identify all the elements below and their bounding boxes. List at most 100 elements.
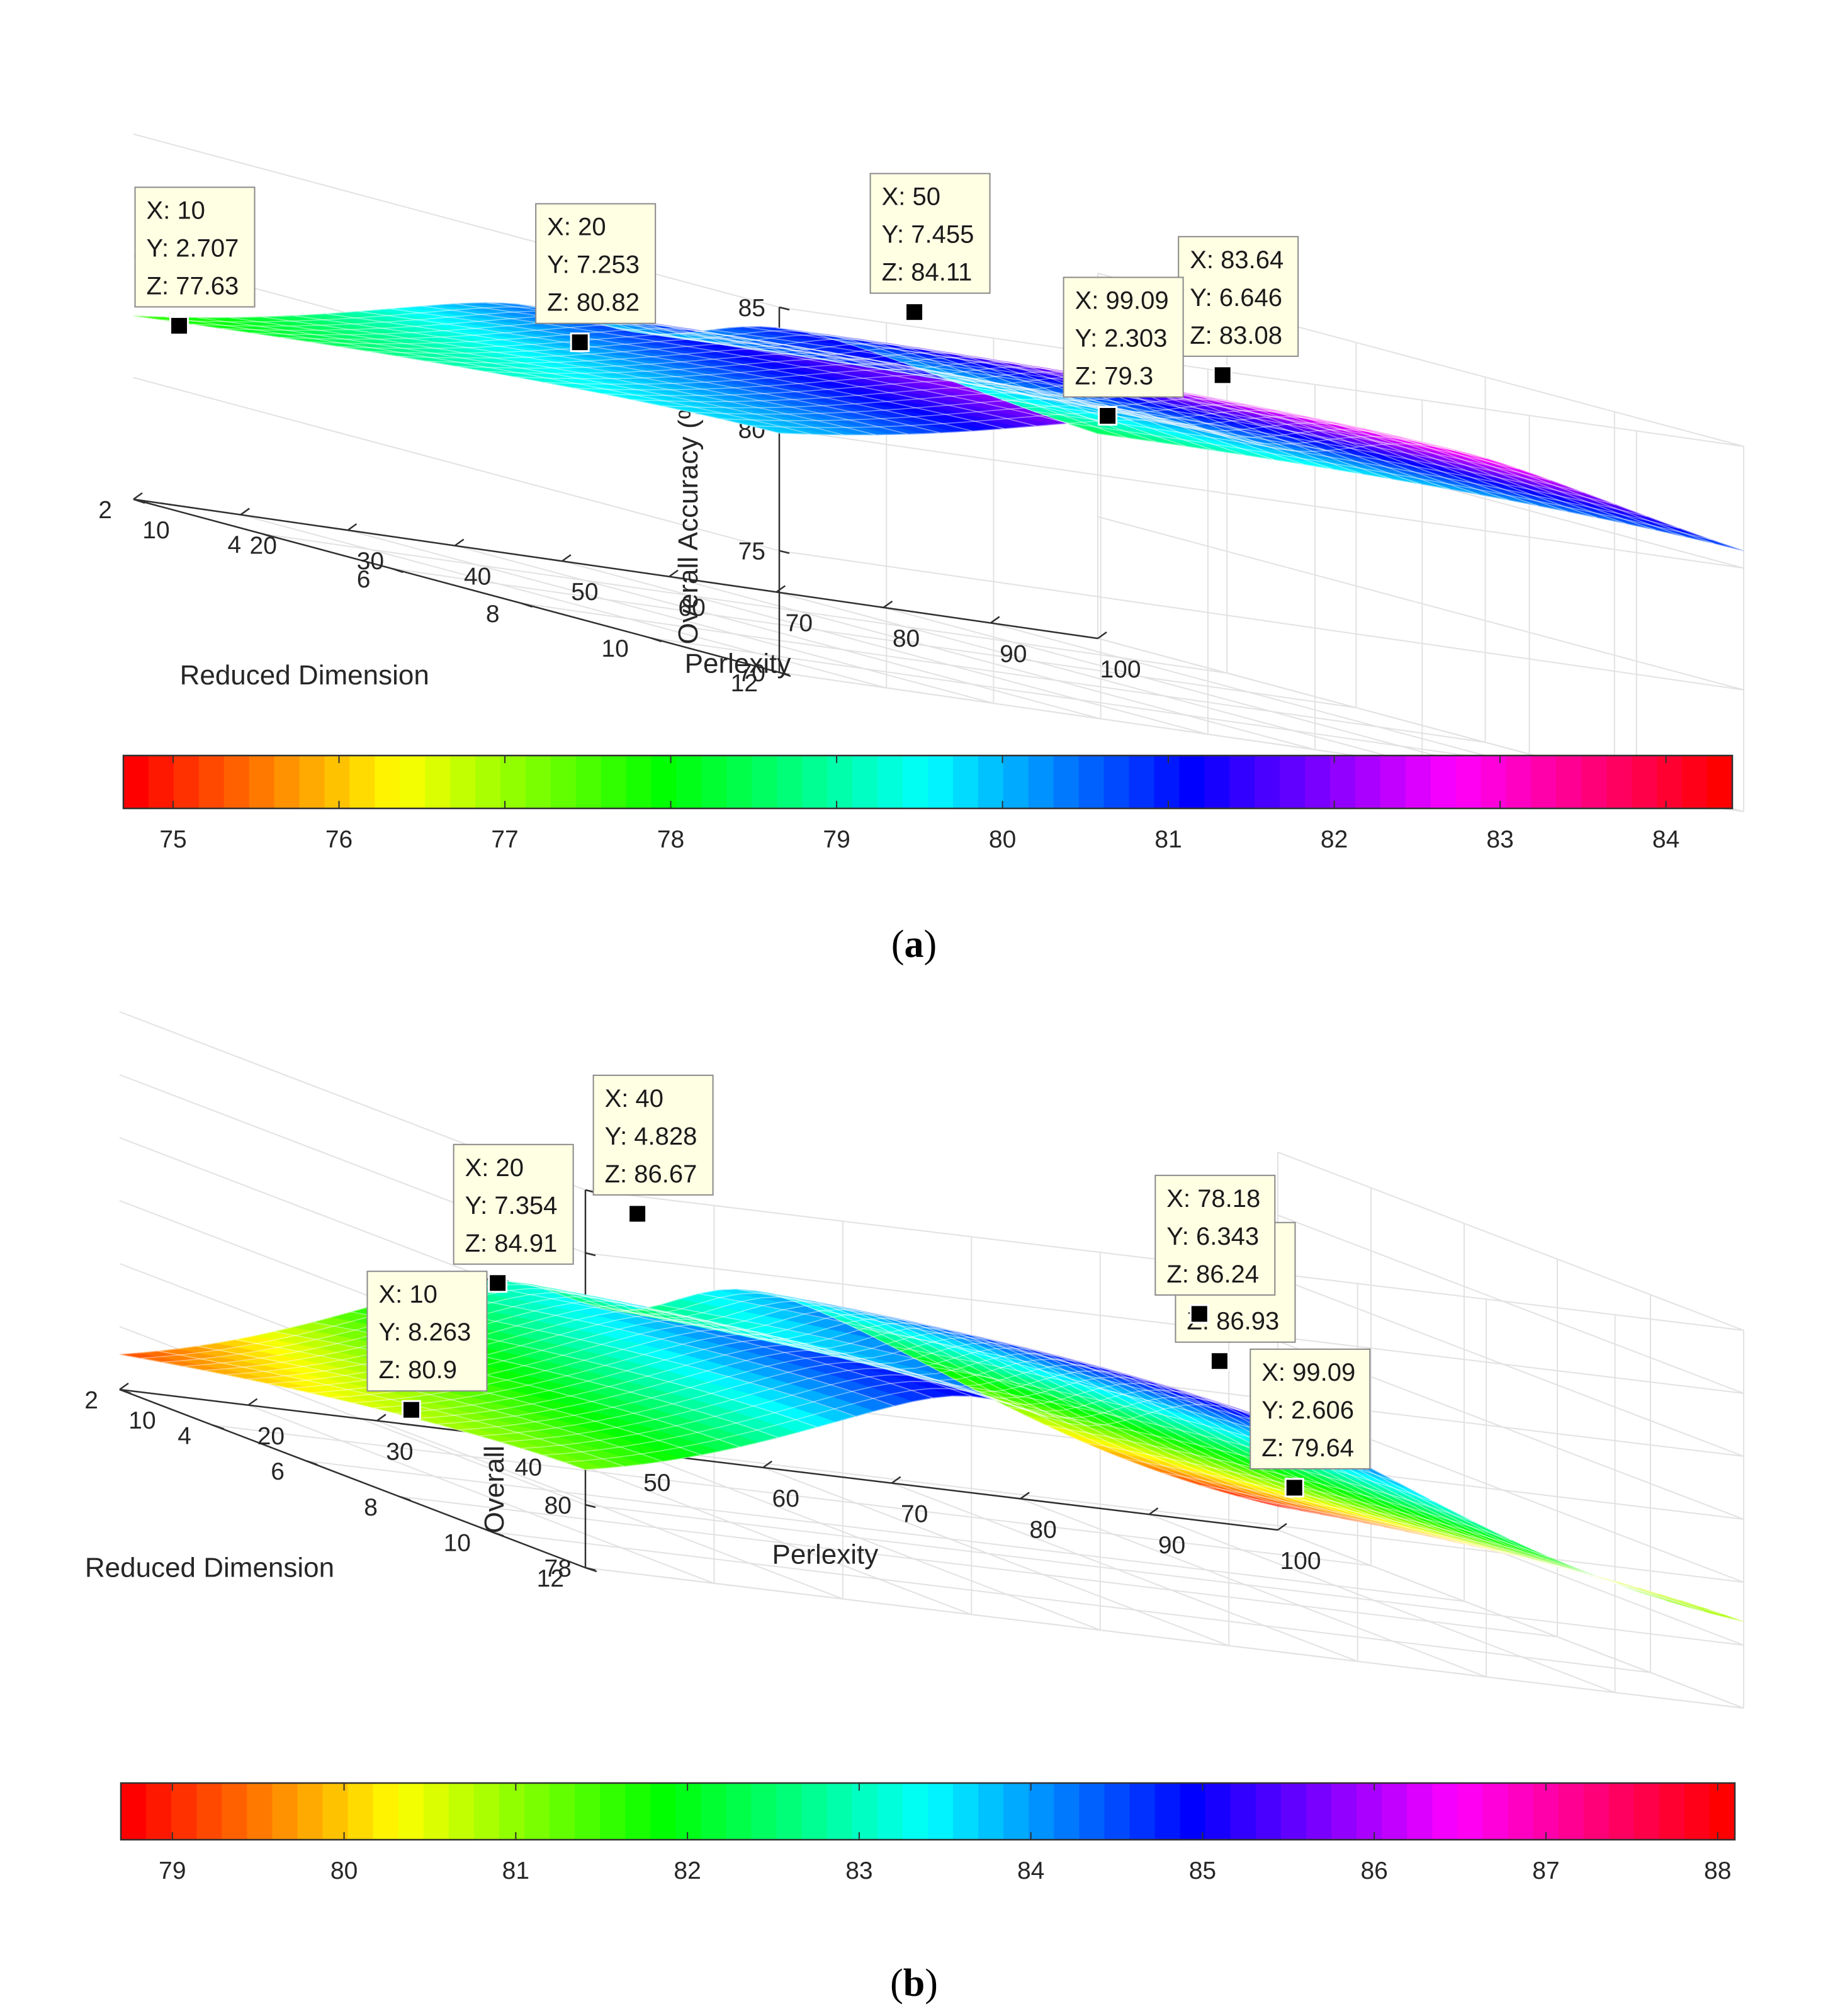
panel-a-colorbar-segment xyxy=(726,756,753,808)
panel-b-surface-mesh-line xyxy=(1277,1505,1744,1622)
panel-a-datatip-key: Z: xyxy=(1075,362,1105,390)
panel-a-datatip-marker xyxy=(1212,365,1233,385)
panel-b-colorbar-segment xyxy=(347,1783,374,1840)
panel-a-x-tick xyxy=(883,600,893,608)
panel-a-datatip-z: Z: 79.3 xyxy=(1075,362,1154,390)
panel-a-datatip-y: Y: 7.455 xyxy=(882,221,974,249)
panel-a-x-tick xyxy=(454,538,465,546)
panel-a-floor-gridline-y xyxy=(392,568,1357,708)
panel-a-datatip-marker xyxy=(1098,405,1118,426)
panel-a-colorbar-segment xyxy=(701,756,728,808)
panel-a-datatip-key: X: xyxy=(1190,246,1221,274)
panel-b-surface xyxy=(119,1280,1744,1622)
panel-b-colorbar-segment xyxy=(146,1783,172,1840)
panel-b-colorbar-segment xyxy=(1079,1783,1105,1840)
panel-b-colorbar-segment xyxy=(398,1783,424,1840)
panel-b-datatip-key: Z: xyxy=(378,1356,408,1384)
panel-a-colorbar-segment xyxy=(1003,756,1029,808)
panel-a-datatip-z: Z: 77.63 xyxy=(147,272,239,300)
panel-a-colorbar-segment xyxy=(1154,756,1180,808)
panel-a-colorbar-segment xyxy=(601,756,627,808)
panel-b-datatip-value: 79.64 xyxy=(1291,1434,1354,1462)
panel-a-y-tick xyxy=(650,637,662,643)
panel-b-colorbar-segment xyxy=(1659,1783,1685,1840)
panel-a-datatip-key: Y: xyxy=(147,234,176,262)
panel-a-datatip-key: X: xyxy=(147,196,178,224)
panel-a-colorbar-segment xyxy=(752,756,777,808)
panel-b-datatip-key: Z: xyxy=(465,1230,495,1257)
panel-a-z-tick xyxy=(779,306,790,311)
panel-b-colorbar: 79 80 81 82 83 84 85 86 87 88 xyxy=(120,1782,1736,1884)
panel-a-datatip-value: 80.82 xyxy=(577,289,640,317)
panel-a-z-axis-label: Overall Accuracy (%) xyxy=(673,386,704,645)
panel-b-colorbar-segment xyxy=(322,1783,349,1840)
panel-b-colorbar-segment xyxy=(1482,1783,1509,1840)
panel-b-colorbar-segment xyxy=(550,1783,575,1840)
panel-a-floor-gridline-x xyxy=(883,606,1530,781)
panel-a-colorbar-segment xyxy=(978,756,1004,808)
panel-b-colorbar-segment xyxy=(524,1783,550,1840)
panel-b-caption: (b) xyxy=(890,1962,938,2005)
panel-b-colorbar-segment xyxy=(1407,1783,1433,1840)
panel-b-datatip-value: 80.9 xyxy=(408,1356,457,1384)
panel-b-colorbar-tick-label: 87 xyxy=(1532,1857,1559,1884)
panel-a-colorbar-segment xyxy=(349,756,375,808)
panel-b-datatip-x: X: 78.18 xyxy=(1166,1185,1260,1213)
panel-b-datatip-z: Z: 79.64 xyxy=(1261,1434,1354,1462)
panel-b-colorbar-segment xyxy=(625,1783,651,1840)
panel-a-datatip-marker xyxy=(169,315,189,336)
panel-a-colorbar-segment xyxy=(1305,756,1331,808)
panel-a-colorbar-segment xyxy=(1430,756,1457,808)
panel-b-x-tick xyxy=(119,1382,129,1391)
panel-b-colorbar-segment xyxy=(827,1783,853,1840)
panel-b-datatip-key: Z: xyxy=(1166,1260,1196,1288)
panel-b-colorbar-segment xyxy=(473,1783,500,1840)
panel-b-x-tick xyxy=(376,1413,386,1422)
panel-b-datatip-x: X: 99.09 xyxy=(1261,1359,1355,1386)
panel-a-colorbar-segment xyxy=(575,756,602,808)
panel-b-colorbar-segment xyxy=(1457,1783,1483,1840)
panel-a-datatip-x: X: 10 xyxy=(147,196,205,224)
panel-a-colorbar-segment xyxy=(1531,756,1557,808)
panel-b-colorbar-segment xyxy=(776,1783,803,1840)
panel-a-datatip-value: 99.09 xyxy=(1106,286,1169,314)
panel-a-colorbar-segment xyxy=(123,756,149,808)
panel-a-datatip-value: 20 xyxy=(578,213,606,241)
panel-a-y-tick-label: 10 xyxy=(601,635,628,662)
panel-a-colorbar-segment xyxy=(550,756,577,808)
panel-a-datatip-y: Y: 2.707 xyxy=(147,234,239,262)
panel-a-colorbar-segment xyxy=(1506,756,1532,808)
panel-a-colorbar-segment xyxy=(1028,756,1054,808)
panel-b-datatip-value: 86.24 xyxy=(1196,1260,1259,1288)
panel-b-colorbar-segment xyxy=(1104,1783,1131,1840)
panel-b-datatip-value: 8.263 xyxy=(408,1318,471,1346)
panel-b-datatip-key: X: xyxy=(1166,1185,1197,1213)
panel-b-datatip-z: Z: 80.9 xyxy=(378,1356,457,1384)
panel-a-colorbar-segment xyxy=(777,756,803,808)
panel-a-colorbar-segment xyxy=(1255,756,1280,808)
panel-a-z-tick-label: 85 xyxy=(738,295,765,322)
panel-a-axis-line xyxy=(133,498,1098,640)
panel-a-colorbar-tick-label: 76 xyxy=(325,826,353,853)
panel-b-x-tick-label: 50 xyxy=(643,1470,670,1497)
panel-a-colorbar-tick-label: 77 xyxy=(491,826,518,853)
panel-a-datatip: X: 10 Y: 2.707 Z: 77.63 xyxy=(134,186,256,336)
panel-b-datatip-marker xyxy=(401,1400,421,1420)
panel-b-colorbar-segment xyxy=(423,1783,449,1840)
panel-a-datatip-value: 6.646 xyxy=(1219,284,1282,312)
panel-b-datatip-value: 2.606 xyxy=(1291,1396,1354,1424)
panel-a-colorbar-segment xyxy=(1405,756,1431,808)
panel-a-colorbar-segment xyxy=(1179,756,1205,808)
panel-b-caption-paren: ) xyxy=(925,1962,938,2005)
panel-a-datatip-marker xyxy=(905,302,925,322)
panel-a-datatip-value: 79.3 xyxy=(1104,362,1153,390)
panel-a-colorbar-tick-label: 82 xyxy=(1321,826,1348,853)
panel-b-datatip-x: X: 20 xyxy=(465,1154,524,1182)
panel-b-datatip-marker xyxy=(1284,1478,1304,1498)
panel-b-colorbar-segment xyxy=(1129,1783,1156,1840)
panel-b-colorbar-segment xyxy=(1709,1783,1735,1840)
panel-b-datatip-key: Y: xyxy=(1261,1396,1291,1424)
panel-a-z-tick-label: 75 xyxy=(738,538,765,565)
panel-b-colorbar-segment xyxy=(1357,1783,1382,1840)
panel-b-colorbar-segment xyxy=(1558,1783,1584,1840)
